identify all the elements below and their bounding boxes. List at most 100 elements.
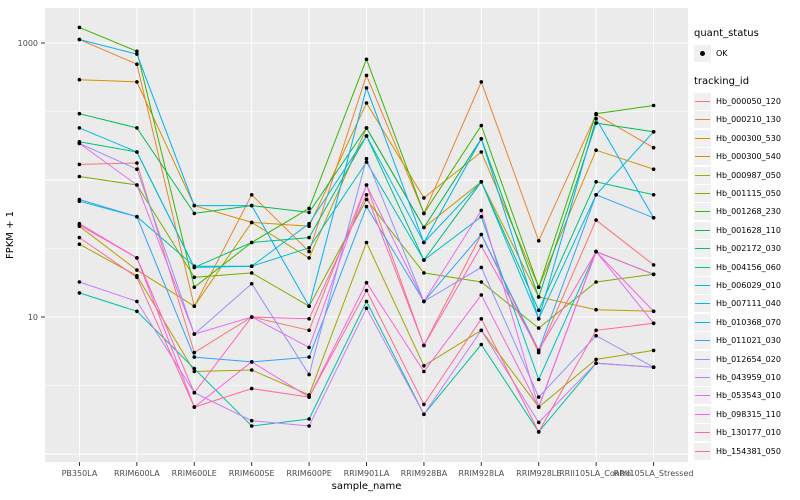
legend-key-swatch <box>694 295 711 313</box>
data-point <box>135 62 139 66</box>
data-point <box>135 214 139 219</box>
legend-line-icon <box>695 101 710 103</box>
legend-label-series: Hb_000300_530 <box>716 133 781 143</box>
x-tick-label: RRIM928BA <box>401 469 448 478</box>
legend-item-ok: OK <box>694 44 800 62</box>
legend-line-icon <box>695 248 710 250</box>
legend-key-swatch <box>694 129 711 147</box>
data-point <box>249 386 254 391</box>
legend-item-series: Hb_001115_050 <box>694 184 800 203</box>
legend-item-series: Hb_098315_110 <box>694 405 800 423</box>
data-point <box>536 420 541 425</box>
data-point <box>249 193 254 197</box>
data-point <box>364 126 369 130</box>
data-point <box>651 365 656 370</box>
data-point <box>77 37 82 42</box>
data-point <box>249 271 254 275</box>
x-tick-label: RRII105LA_Stressed <box>614 469 694 478</box>
legend-key-swatch <box>694 111 711 129</box>
data-point <box>422 369 426 374</box>
x-tick-label: PB350LA <box>62 469 98 478</box>
data-point <box>479 232 484 237</box>
data-point <box>594 218 598 222</box>
data-point <box>135 167 139 171</box>
data-point <box>192 203 197 208</box>
legend-line-icon <box>695 137 710 139</box>
legend-label-series: Hb_098315_110 <box>716 409 781 419</box>
legend-key-swatch <box>694 442 711 460</box>
y-tick-label: 1000 <box>18 39 38 48</box>
data-point <box>422 196 426 200</box>
data-point <box>479 317 484 321</box>
data-point <box>249 424 254 428</box>
data-point <box>307 317 311 321</box>
data-point <box>536 295 541 299</box>
data-point <box>422 364 426 368</box>
legend-line-icon <box>695 376 710 378</box>
data-point <box>594 280 598 284</box>
data-point <box>479 80 484 84</box>
data-point <box>594 121 598 125</box>
data-point <box>594 148 598 152</box>
data-point <box>192 211 197 216</box>
data-point <box>249 360 254 364</box>
data-point <box>651 145 656 150</box>
data-point <box>536 430 541 434</box>
legend-label-series: Hb_011021_030 <box>716 336 781 346</box>
legend-item-series: Hb_000210_130 <box>694 111 800 129</box>
data-point <box>249 315 254 319</box>
legend-line-icon <box>695 340 710 342</box>
legend-item-series: Hb_000300_530 <box>694 129 800 147</box>
legend-line-icon <box>695 321 710 323</box>
data-point <box>77 221 82 226</box>
data-point <box>249 368 254 372</box>
legend-key-swatch <box>694 387 711 405</box>
data-point <box>307 206 311 211</box>
data-point <box>77 126 82 130</box>
legend-line-icon <box>695 395 710 397</box>
data-point <box>479 265 484 270</box>
y-axis-title: FPKM + 1 <box>5 211 16 259</box>
data-point <box>77 162 82 167</box>
legend-label-series: Hb_000987_050 <box>716 170 781 180</box>
data-point <box>651 193 656 197</box>
data-point <box>307 417 311 421</box>
data-point <box>249 203 254 208</box>
data-point <box>594 193 598 197</box>
x-tick-label: RRIM600PE <box>286 469 332 478</box>
data-point <box>77 280 82 284</box>
data-point <box>135 161 139 165</box>
data-point <box>77 141 82 146</box>
data-point <box>192 332 197 336</box>
data-point <box>364 193 369 197</box>
data-point <box>364 134 369 138</box>
data-point <box>479 342 484 347</box>
legend-label-series: Hb_000050_120 <box>716 97 781 107</box>
legend-label-series: Hb_053543_010 <box>716 391 781 401</box>
legend-item-series: Hb_000987_050 <box>694 166 800 184</box>
data-point <box>307 304 311 309</box>
legend-key-swatch <box>694 221 711 239</box>
data-point <box>192 285 197 290</box>
data-point <box>307 372 311 377</box>
data-point <box>135 183 139 187</box>
legend-label-series: Hb_006029_010 <box>716 280 781 290</box>
data-point <box>135 299 139 304</box>
data-point <box>651 216 656 220</box>
legend-key-swatch <box>694 93 711 111</box>
legend-line-icon <box>695 413 710 415</box>
legend-key-swatch <box>694 313 711 331</box>
data-point <box>307 328 311 333</box>
data-point <box>479 244 484 248</box>
legend-key-swatch <box>694 276 711 294</box>
data-point <box>364 240 369 245</box>
data-point <box>77 174 82 179</box>
legend-entries: Hb_000050_120 Hb_000210_130 Hb_000300_530 H… <box>694 92 800 460</box>
legend-item-series: Hb_010368_070 <box>694 313 800 331</box>
data-point <box>307 256 311 260</box>
legend-label-series: Hb_010368_070 <box>716 317 781 327</box>
x-tick-label: RRII105LA_Control <box>559 469 633 478</box>
data-point <box>307 345 311 350</box>
data-point <box>135 49 139 54</box>
